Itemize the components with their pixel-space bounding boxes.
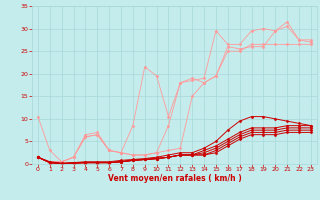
X-axis label: Vent moyen/en rafales ( km/h ): Vent moyen/en rafales ( km/h ): [108, 174, 241, 183]
